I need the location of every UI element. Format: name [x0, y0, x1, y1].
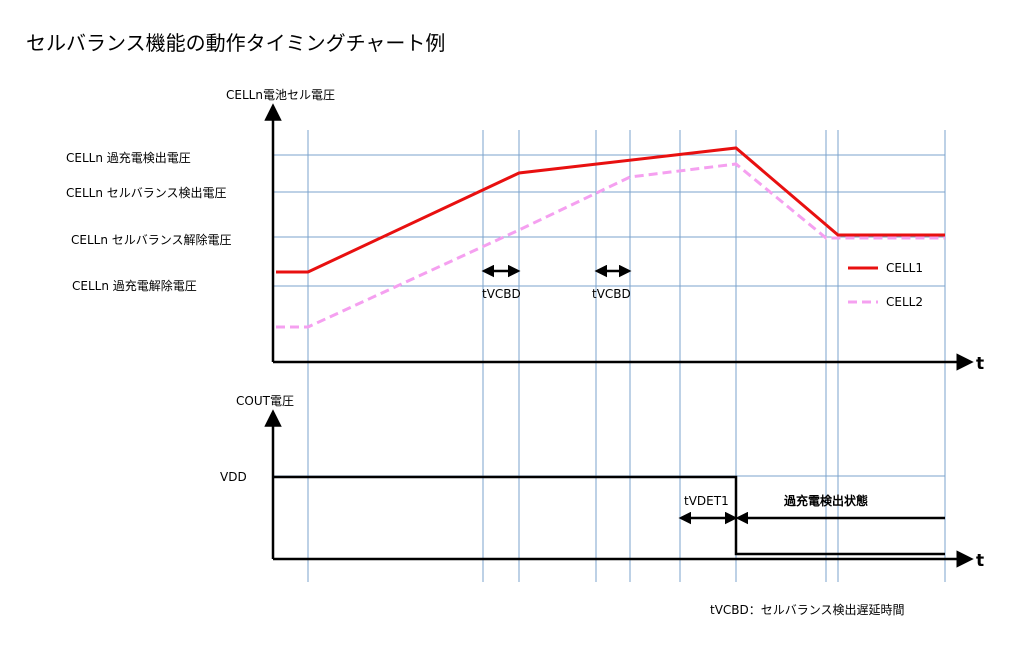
tvdet1-label: tVDET1: [684, 494, 729, 508]
overcharge-state-label: 過充電検出状態: [783, 493, 868, 508]
level-label-overcharge-release: CELLn 過充電解除電圧: [72, 278, 197, 293]
level-label-balance-release: CELLn セルバランス解除電圧: [71, 232, 232, 247]
legend-cell1-label: CELL1: [886, 261, 923, 275]
tvcbd-label-2: tVCBD: [592, 287, 631, 301]
top-gridlines: [273, 154, 945, 287]
bottom-x-axis-label: t: [976, 551, 984, 571]
timing-markers: [307, 130, 946, 582]
cell1-waveform: [276, 146, 945, 274]
tvcbd-label-1: tVCBD: [482, 287, 521, 301]
cout-waveform: [273, 475, 945, 556]
page-title: セルバランス機能の動作タイミングチャート例: [26, 31, 446, 55]
vdd-label: VDD: [220, 470, 247, 484]
legend-cell2-label: CELL2: [886, 295, 923, 309]
level-label-overcharge-detect: CELLn 過充電検出電圧: [66, 150, 191, 165]
cell2-waveform: [276, 162, 945, 329]
footnote: tVCBD：セルバランス検出遅延時間: [710, 603, 905, 617]
bottom-y-axis-label: COUT電圧: [236, 394, 294, 408]
top-y-axis-label: CELLn電池セル電圧: [226, 88, 335, 102]
top-x-axis-label: t: [976, 354, 984, 374]
level-label-balance-detect: CELLn セルバランス検出電圧: [66, 186, 227, 200]
